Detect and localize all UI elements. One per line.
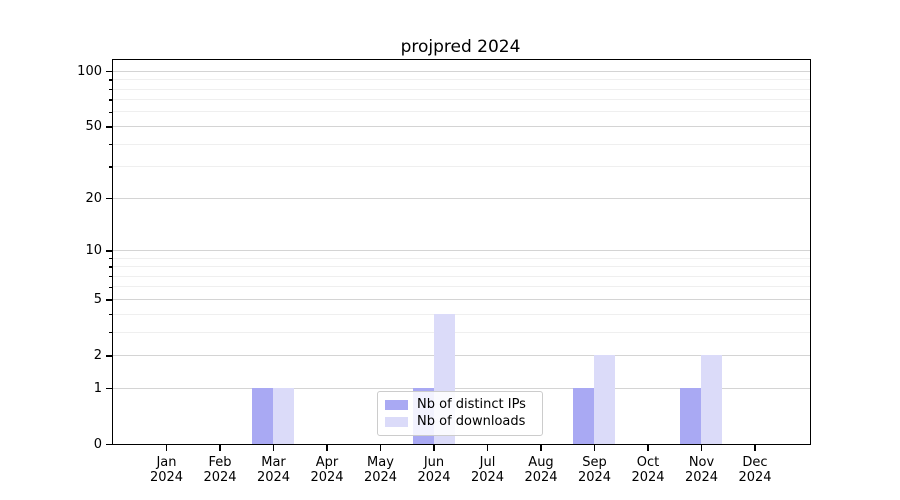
x-axis-tick-label: Sep 2024 <box>577 455 612 485</box>
x-tick-may <box>379 445 382 451</box>
bar-downloads-sep <box>594 355 615 444</box>
x-tick-oct <box>647 445 649 451</box>
y-minortick-70 <box>109 99 112 101</box>
gridline-major-10 <box>113 249 810 251</box>
bar-distinct-ips-nov <box>680 388 701 444</box>
distinct-ips-swatch-icon <box>385 399 408 410</box>
y-axis-tick-label: 10 <box>85 242 102 258</box>
gridline-major-1 <box>113 387 810 389</box>
legend-label-distinct-ips: Nb of distinct IPs <box>417 396 526 412</box>
gridline-major-20 <box>113 197 810 199</box>
y-minortick-8 <box>109 266 112 268</box>
gridline-major-100 <box>113 70 810 72</box>
x-axis-tick-label: Aug 2024 <box>524 455 558 485</box>
gridline-major-5 <box>113 298 810 300</box>
x-axis-tick-label: Jan 2024 <box>149 455 184 485</box>
legend-label-downloads: Nb of downloads <box>417 414 526 430</box>
gridline-major-50 <box>113 125 810 127</box>
gridline-minor-8 <box>113 266 810 268</box>
x-axis-tick-label: Jul 2024 <box>470 455 505 485</box>
y-axis-tick-label: 20 <box>85 190 102 206</box>
x-tick-apr <box>326 445 328 451</box>
gridline-minor-4 <box>113 313 810 315</box>
y-tick-10 <box>106 250 112 252</box>
x-axis-tick-label: Nov 2024 <box>684 455 719 485</box>
y-tick-20 <box>106 197 112 200</box>
y-axis-tick-label: 1 <box>93 380 102 396</box>
x-tick-jan <box>165 445 168 451</box>
legend-row-downloads: Nb of downloads <box>385 414 534 431</box>
y-tick-2 <box>106 355 112 357</box>
x-tick-jun <box>433 445 435 451</box>
x-tick-sep <box>593 445 596 451</box>
gridline-minor-70 <box>113 99 810 101</box>
bar-distinct-ips-mar <box>252 388 273 444</box>
gridline-minor-60 <box>113 111 810 113</box>
y-tick-50 <box>106 126 112 128</box>
x-tick-aug <box>540 445 542 451</box>
bar-downloads-mar <box>273 388 294 444</box>
x-tick-jul <box>486 445 489 451</box>
bar-downloads-nov <box>701 355 722 444</box>
gridline-major-2 <box>113 354 810 356</box>
gridline-minor-7 <box>113 275 810 277</box>
y-axis-tick-label: 50 <box>85 118 102 134</box>
y-minortick-9 <box>109 257 112 260</box>
gridline-minor-30 <box>113 166 810 168</box>
y-axis-tick-label: 0 <box>93 436 102 452</box>
y-axis-tick-label: 2 <box>93 347 102 363</box>
legend-row-distinct-ips: Nb of distinct IPs <box>385 396 534 413</box>
x-tick-nov <box>700 445 703 451</box>
gridline-minor-80 <box>113 88 810 90</box>
x-tick-mar <box>272 445 275 451</box>
x-tick-feb <box>219 445 221 451</box>
y-minortick-30 <box>109 166 112 168</box>
gridline-minor-90 <box>113 79 810 81</box>
y-minortick-80 <box>109 88 112 91</box>
x-tick-dec <box>754 445 756 451</box>
y-minortick-90 <box>109 79 112 81</box>
y-minortick-6 <box>109 286 112 289</box>
y-axis-tick-label: 100 <box>77 63 102 79</box>
x-axis-tick-label: May 2024 <box>363 455 398 485</box>
gridline-minor-9 <box>113 257 810 259</box>
x-axis-tick-label: Dec 2024 <box>738 455 772 485</box>
y-tick-5 <box>106 299 112 301</box>
y-minortick-60 <box>109 111 112 114</box>
y-minortick-40 <box>109 143 112 146</box>
x-axis-tick-label: Jun 2024 <box>417 455 451 485</box>
x-axis-tick-label: Apr 2024 <box>310 455 344 485</box>
gridline-minor-3 <box>113 331 810 333</box>
y-tick-100 <box>106 70 112 73</box>
bar-distinct-ips-sep <box>573 388 594 444</box>
y-minortick-3 <box>109 331 112 334</box>
legend: Nb of distinct IPs Nb of downloads <box>377 391 543 436</box>
chart-title: projpred 2024 <box>400 37 521 57</box>
x-axis-tick-label: Mar 2024 <box>256 455 291 485</box>
y-minortick-4 <box>109 313 112 316</box>
y-minortick-7 <box>109 275 112 278</box>
y-tick-0 <box>106 443 112 446</box>
y-axis-tick-label: 5 <box>93 291 102 307</box>
x-axis-tick-label: Feb 2024 <box>203 455 237 485</box>
plot-area <box>112 59 811 445</box>
gridline-minor-40 <box>113 143 810 145</box>
gridline-minor-6 <box>113 286 810 288</box>
x-axis-tick-label: Oct 2024 <box>631 455 665 485</box>
downloads-swatch-icon <box>385 417 408 428</box>
y-tick-1 <box>106 387 112 390</box>
